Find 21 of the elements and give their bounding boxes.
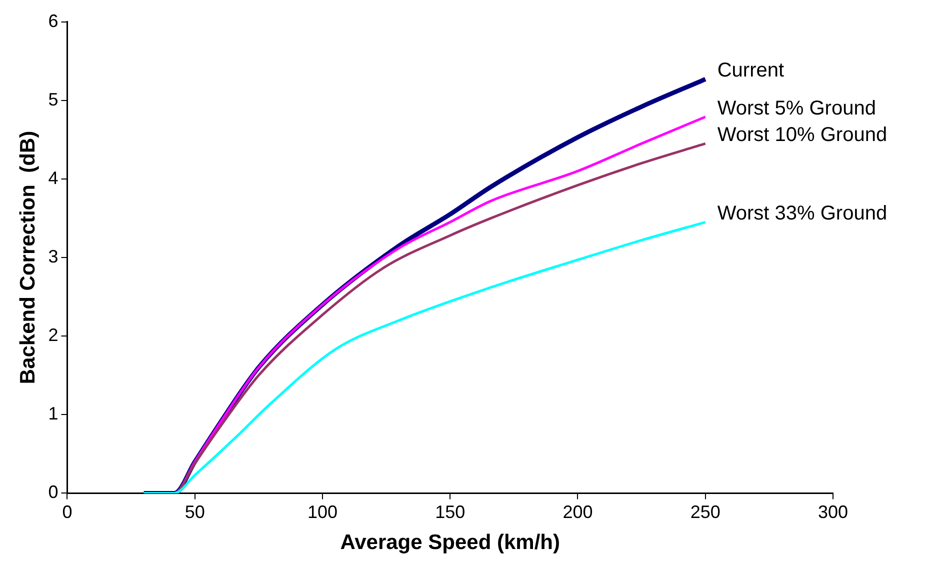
x-tick-label: 250 xyxy=(690,502,720,522)
y-tick-label: 0 xyxy=(48,482,58,502)
x-tick-label: 150 xyxy=(435,502,466,522)
series-label: Current xyxy=(717,60,784,82)
line-series xyxy=(142,220,707,494)
y-tick-label: 2 xyxy=(48,325,58,346)
series-label: Worst 5% Ground xyxy=(717,97,876,120)
x-tick-label: 100 xyxy=(307,502,338,522)
x-tick-label: 0 xyxy=(62,502,72,522)
y-axis-title: Backend Correction (dB) xyxy=(16,130,40,384)
y-tick-label: 6 xyxy=(48,10,58,31)
x-axis-title: Average Speed (km/h) xyxy=(340,531,560,554)
y-tick-label: 3 xyxy=(48,246,58,266)
x-tick-label: 200 xyxy=(562,502,593,522)
x-tick-label: 50 xyxy=(184,502,205,522)
series-label: Worst 10% Ground xyxy=(717,124,888,146)
x-tick-label: 300 xyxy=(818,502,848,522)
y-tick-label: 5 xyxy=(48,89,58,110)
y-tick-label: 4 xyxy=(48,168,58,188)
y-tick-label: 1 xyxy=(48,404,58,424)
series-label: Worst 33% Ground xyxy=(717,202,888,225)
